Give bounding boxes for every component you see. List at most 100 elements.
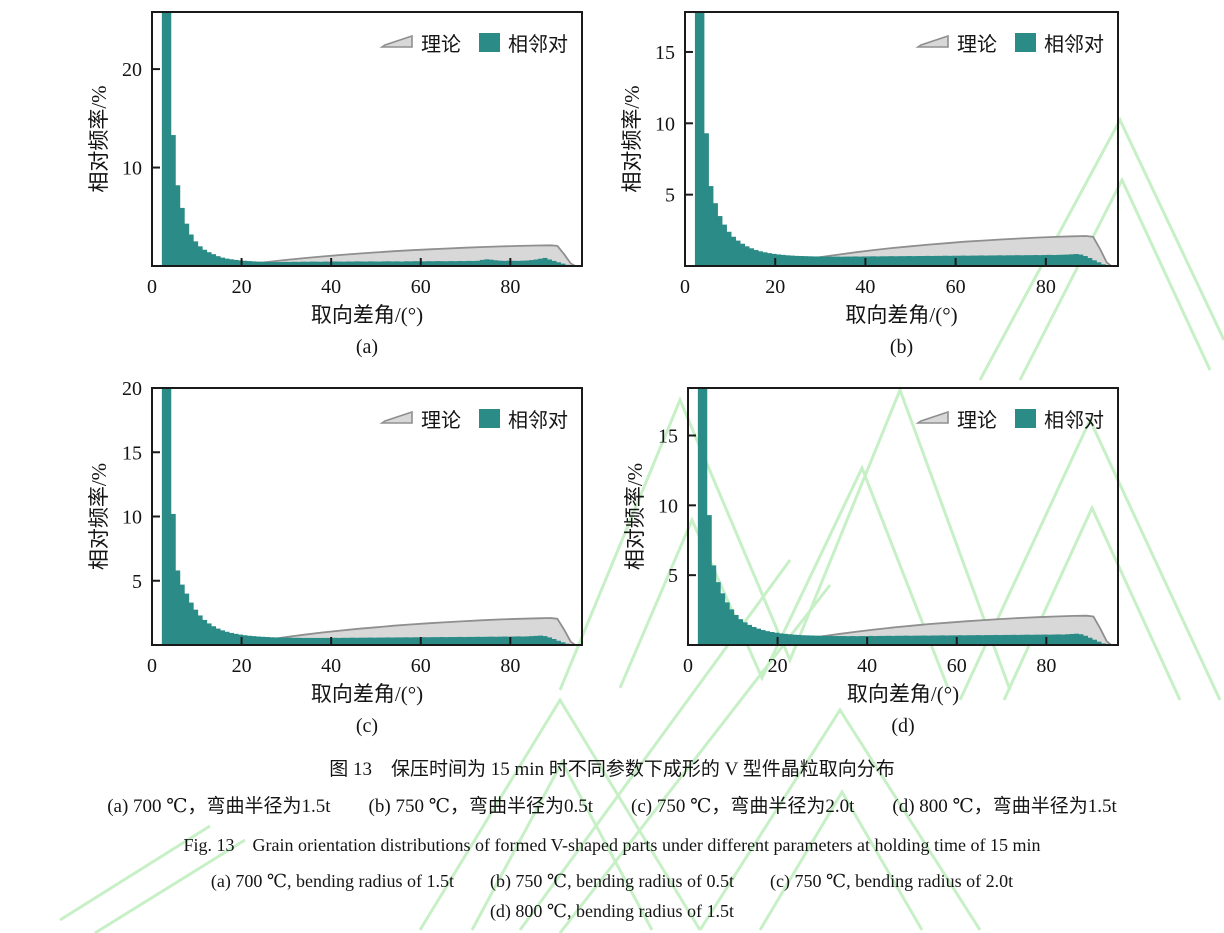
bar (202, 249, 208, 266)
bar (789, 255, 795, 266)
neighbor-swatch-icon (1015, 33, 1036, 52)
bar (885, 635, 891, 645)
bar (166, 12, 172, 266)
bar (296, 637, 302, 645)
bar (408, 637, 414, 645)
bar (354, 637, 360, 645)
bar (497, 260, 503, 266)
bar (318, 637, 324, 645)
bar (515, 636, 521, 645)
bar (381, 261, 387, 266)
x-tick-label: 60 (946, 276, 966, 298)
bar (282, 261, 288, 266)
bar (269, 261, 275, 266)
bar (453, 637, 458, 645)
legend-theory-label: 理论 (421, 409, 461, 432)
bar (493, 260, 499, 266)
bar (323, 261, 329, 266)
bar (839, 256, 845, 266)
bar (926, 635, 932, 645)
bar (778, 633, 784, 645)
bar (202, 619, 208, 645)
y-axis-title-c: 相对频率/% (87, 463, 111, 570)
bar (161, 12, 167, 266)
bar (358, 637, 364, 645)
bar (444, 637, 449, 645)
bar (944, 635, 950, 645)
bar (760, 630, 766, 645)
bar (791, 634, 797, 645)
bar (363, 637, 369, 645)
bar (453, 261, 458, 266)
bar (291, 637, 297, 645)
bar (1069, 254, 1075, 266)
bar (1033, 255, 1039, 266)
bar (220, 257, 226, 266)
bar (920, 256, 926, 266)
bar (809, 635, 815, 645)
bar (385, 637, 391, 645)
bar (421, 261, 427, 266)
bar (749, 248, 755, 266)
bar (872, 636, 878, 645)
x-tick-label: 20 (232, 655, 252, 677)
x-axis-title-c: 取向差角/(°) (311, 682, 423, 706)
bar (933, 255, 939, 266)
bar (888, 256, 894, 266)
bar (989, 635, 994, 645)
x-tick-label: 20 (232, 276, 252, 298)
bar (818, 635, 824, 645)
bar (708, 186, 714, 266)
bar (868, 635, 873, 645)
bar (756, 628, 762, 645)
bar (771, 253, 777, 266)
bar (711, 565, 717, 645)
bar (529, 260, 535, 266)
bar (273, 637, 279, 645)
bar (1060, 634, 1066, 645)
bar (1002, 634, 1008, 645)
bar (834, 256, 840, 266)
bar (457, 636, 463, 645)
bar (184, 593, 190, 645)
bar (305, 261, 311, 266)
legend-neighbor-label: 相邻对 (508, 33, 568, 56)
bar (372, 261, 378, 266)
bar (1055, 254, 1061, 266)
bar (993, 634, 999, 645)
bar (412, 637, 418, 645)
bar (782, 633, 788, 645)
bar (884, 256, 890, 266)
bar (206, 623, 212, 645)
bar (524, 636, 530, 645)
bar (233, 259, 239, 266)
bar (814, 635, 820, 645)
bar (358, 261, 364, 266)
bar (341, 261, 346, 266)
bar (893, 256, 899, 266)
bar (1060, 254, 1066, 266)
bar (224, 258, 230, 266)
bar (381, 637, 387, 645)
bar (470, 636, 476, 645)
bar (720, 593, 726, 645)
legend-theory-label: 理论 (421, 33, 461, 56)
bar (273, 262, 279, 266)
bar (385, 261, 391, 266)
bar (184, 223, 190, 266)
bar (971, 635, 977, 645)
bar (448, 261, 454, 266)
bar (939, 635, 945, 645)
bar (188, 602, 194, 645)
bar (242, 635, 248, 645)
bar (1028, 255, 1034, 266)
bar (372, 637, 378, 645)
watermark-stroke (94, 838, 246, 933)
bar (229, 632, 234, 645)
bar (533, 635, 539, 645)
bar (336, 261, 342, 266)
bar (877, 635, 882, 645)
bar (1064, 254, 1070, 266)
bar (511, 636, 517, 645)
bar (502, 260, 508, 266)
